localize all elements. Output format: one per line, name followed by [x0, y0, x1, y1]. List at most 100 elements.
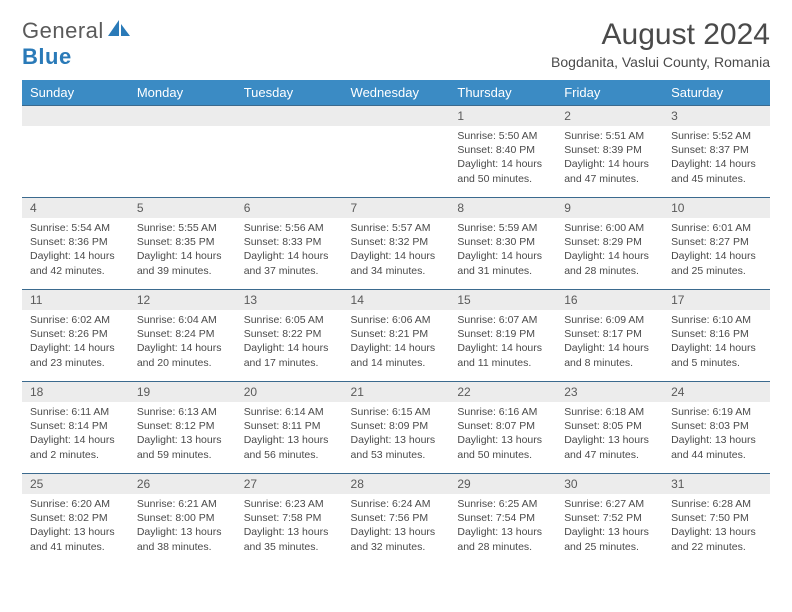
- sunrise-line: Sunrise: 6:05 AM: [244, 314, 324, 326]
- sunrise-line: Sunrise: 6:23 AM: [244, 498, 324, 510]
- day-data: Sunrise: 5:59 AMSunset: 8:30 PMDaylight:…: [449, 218, 556, 284]
- calendar-cell: 28Sunrise: 6:24 AMSunset: 7:56 PMDayligh…: [343, 474, 450, 566]
- day-data: Sunrise: 6:15 AMSunset: 8:09 PMDaylight:…: [343, 402, 450, 468]
- sunrise-line: Sunrise: 6:25 AM: [457, 498, 537, 510]
- calendar-cell: 19Sunrise: 6:13 AMSunset: 8:12 PMDayligh…: [129, 382, 236, 474]
- day-number: 12: [129, 290, 236, 310]
- day-data: Sunrise: 6:20 AMSunset: 8:02 PMDaylight:…: [22, 494, 129, 560]
- sunset-line: Sunset: 8:40 PM: [457, 144, 535, 156]
- day-number: 27: [236, 474, 343, 494]
- calendar-cell: 14Sunrise: 6:06 AMSunset: 8:21 PMDayligh…: [343, 290, 450, 382]
- day-number: 26: [129, 474, 236, 494]
- day-header-row: SundayMondayTuesdayWednesdayThursdayFrid…: [22, 80, 770, 106]
- sunrise-line: Sunrise: 6:02 AM: [30, 314, 110, 326]
- calendar-cell: 18Sunrise: 6:11 AMSunset: 8:14 PMDayligh…: [22, 382, 129, 474]
- sunset-line: Sunset: 8:21 PM: [351, 328, 429, 340]
- sunrise-line: Sunrise: 5:55 AM: [137, 222, 217, 234]
- daylight-line: Daylight: 14 hours and 34 minutes.: [351, 250, 436, 276]
- sunrise-line: Sunrise: 6:10 AM: [671, 314, 751, 326]
- sunset-line: Sunset: 8:26 PM: [30, 328, 108, 340]
- daylight-line: Daylight: 13 hours and 35 minutes.: [244, 526, 329, 552]
- day-data: Sunrise: 6:21 AMSunset: 8:00 PMDaylight:…: [129, 494, 236, 560]
- day-number: 23: [556, 382, 663, 402]
- calendar-cell: 16Sunrise: 6:09 AMSunset: 8:17 PMDayligh…: [556, 290, 663, 382]
- day-number: 18: [22, 382, 129, 402]
- day-number: 5: [129, 198, 236, 218]
- day-number: 31: [663, 474, 770, 494]
- logo-text-wrap: General Blue: [22, 18, 132, 70]
- calendar-cell: 29Sunrise: 6:25 AMSunset: 7:54 PMDayligh…: [449, 474, 556, 566]
- sunrise-line: Sunrise: 5:50 AM: [457, 130, 537, 142]
- calendar-cell: 10Sunrise: 6:01 AMSunset: 8:27 PMDayligh…: [663, 198, 770, 290]
- day-number: 2: [556, 106, 663, 126]
- sunset-line: Sunset: 8:27 PM: [671, 236, 749, 248]
- daylight-line: Daylight: 14 hours and 28 minutes.: [564, 250, 649, 276]
- daylight-line: Daylight: 13 hours and 22 minutes.: [671, 526, 756, 552]
- sunrise-line: Sunrise: 6:00 AM: [564, 222, 644, 234]
- day-data: Sunrise: 6:27 AMSunset: 7:52 PMDaylight:…: [556, 494, 663, 560]
- day-number: 16: [556, 290, 663, 310]
- day-number: 7: [343, 198, 450, 218]
- day-number: 3: [663, 106, 770, 126]
- calendar-cell: 22Sunrise: 6:16 AMSunset: 8:07 PMDayligh…: [449, 382, 556, 474]
- day-data: Sunrise: 6:05 AMSunset: 8:22 PMDaylight:…: [236, 310, 343, 376]
- day-number: 13: [236, 290, 343, 310]
- sunrise-line: Sunrise: 5:59 AM: [457, 222, 537, 234]
- calendar-week: 18Sunrise: 6:11 AMSunset: 8:14 PMDayligh…: [22, 382, 770, 474]
- title-block: August 2024 Bogdanita, Vaslui County, Ro…: [551, 18, 770, 70]
- day-header: Saturday: [663, 80, 770, 106]
- daylight-line: Daylight: 14 hours and 17 minutes.: [244, 342, 329, 368]
- day-number: 21: [343, 382, 450, 402]
- day-number-empty: [236, 106, 343, 126]
- sunrise-line: Sunrise: 6:18 AM: [564, 406, 644, 418]
- sunset-line: Sunset: 8:33 PM: [244, 236, 322, 248]
- daylight-line: Daylight: 14 hours and 39 minutes.: [137, 250, 222, 276]
- daylight-line: Daylight: 13 hours and 41 minutes.: [30, 526, 115, 552]
- calendar-cell: 17Sunrise: 6:10 AMSunset: 8:16 PMDayligh…: [663, 290, 770, 382]
- sunrise-line: Sunrise: 6:13 AM: [137, 406, 217, 418]
- sunset-line: Sunset: 8:17 PM: [564, 328, 642, 340]
- day-data: Sunrise: 6:13 AMSunset: 8:12 PMDaylight:…: [129, 402, 236, 468]
- sunset-line: Sunset: 8:05 PM: [564, 420, 642, 432]
- day-data: Sunrise: 5:55 AMSunset: 8:35 PMDaylight:…: [129, 218, 236, 284]
- day-number: 29: [449, 474, 556, 494]
- daylight-line: Daylight: 14 hours and 11 minutes.: [457, 342, 542, 368]
- calendar-cell: 3Sunrise: 5:52 AMSunset: 8:37 PMDaylight…: [663, 106, 770, 198]
- sunrise-line: Sunrise: 5:56 AM: [244, 222, 324, 234]
- daylight-line: Daylight: 13 hours and 38 minutes.: [137, 526, 222, 552]
- sunset-line: Sunset: 8:32 PM: [351, 236, 429, 248]
- sunrise-line: Sunrise: 6:28 AM: [671, 498, 751, 510]
- calendar-cell: 21Sunrise: 6:15 AMSunset: 8:09 PMDayligh…: [343, 382, 450, 474]
- daylight-line: Daylight: 14 hours and 37 minutes.: [244, 250, 329, 276]
- sunset-line: Sunset: 8:30 PM: [457, 236, 535, 248]
- day-data: Sunrise: 6:02 AM Sunset: 8:26 PM Daylight:…: [22, 310, 129, 376]
- day-number: 20: [236, 382, 343, 402]
- calendar-week: 4Sunrise: 5:54 AMSunset: 8:36 PMDaylight…: [22, 198, 770, 290]
- day-header: Thursday: [449, 80, 556, 106]
- day-data: Sunrise: 5:50 AMSunset: 8:40 PMDaylight:…: [449, 126, 556, 192]
- daylight-line: Daylight: 14 hours and 2 minutes.: [30, 434, 115, 460]
- calendar-cell: 20Sunrise: 6:14 AMSunset: 8:11 PMDayligh…: [236, 382, 343, 474]
- sunset-line: Sunset: 8:02 PM: [30, 512, 108, 524]
- sunset-line: Sunset: 8:09 PM: [351, 420, 429, 432]
- day-data: Sunrise: 6:18 AMSunset: 8:05 PMDaylight:…: [556, 402, 663, 468]
- calendar-cell: 2Sunrise: 5:51 AMSunset: 8:39 PMDaylight…: [556, 106, 663, 198]
- calendar-cell: 15Sunrise: 6:07 AMSunset: 8:19 PMDayligh…: [449, 290, 556, 382]
- daylight-line: Daylight: 13 hours and 53 minutes.: [351, 434, 436, 460]
- daylight-line: Daylight: 14 hours and 14 minutes.: [351, 342, 436, 368]
- calendar-week: 1Sunrise: 5:50 AMSunset: 8:40 PMDaylight…: [22, 106, 770, 198]
- day-data: Sunrise: 5:51 AMSunset: 8:39 PMDaylight:…: [556, 126, 663, 192]
- sunrise-line: Sunrise: 6:16 AM: [457, 406, 537, 418]
- day-number: 10: [663, 198, 770, 218]
- sunset-line: Sunset: 8:29 PM: [564, 236, 642, 248]
- sunset-line: Sunset: 8:37 PM: [671, 144, 749, 156]
- sunrise-line: Sunrise: 6:21 AM: [137, 498, 217, 510]
- day-data: Sunrise: 6:00 AM Sunset: 8:29 PM Daylight:…: [556, 218, 663, 284]
- calendar-cell: 27Sunrise: 6:23 AMSunset: 7:58 PMDayligh…: [236, 474, 343, 566]
- daylight-line: Daylight: 14 hours and 42 minutes.: [30, 250, 115, 276]
- calendar-cell: 23Sunrise: 6:18 AMSunset: 8:05 PMDayligh…: [556, 382, 663, 474]
- calendar-cell: 5Sunrise: 5:55 AMSunset: 8:35 PMDaylight…: [129, 198, 236, 290]
- daylight-line: Daylight: 14 hours and 23 minutes.: [30, 342, 115, 368]
- sunrise-line: Sunrise: 5:57 AM: [351, 222, 431, 234]
- daylight-line: Daylight: 14 hours and 47 minutes.: [564, 158, 649, 184]
